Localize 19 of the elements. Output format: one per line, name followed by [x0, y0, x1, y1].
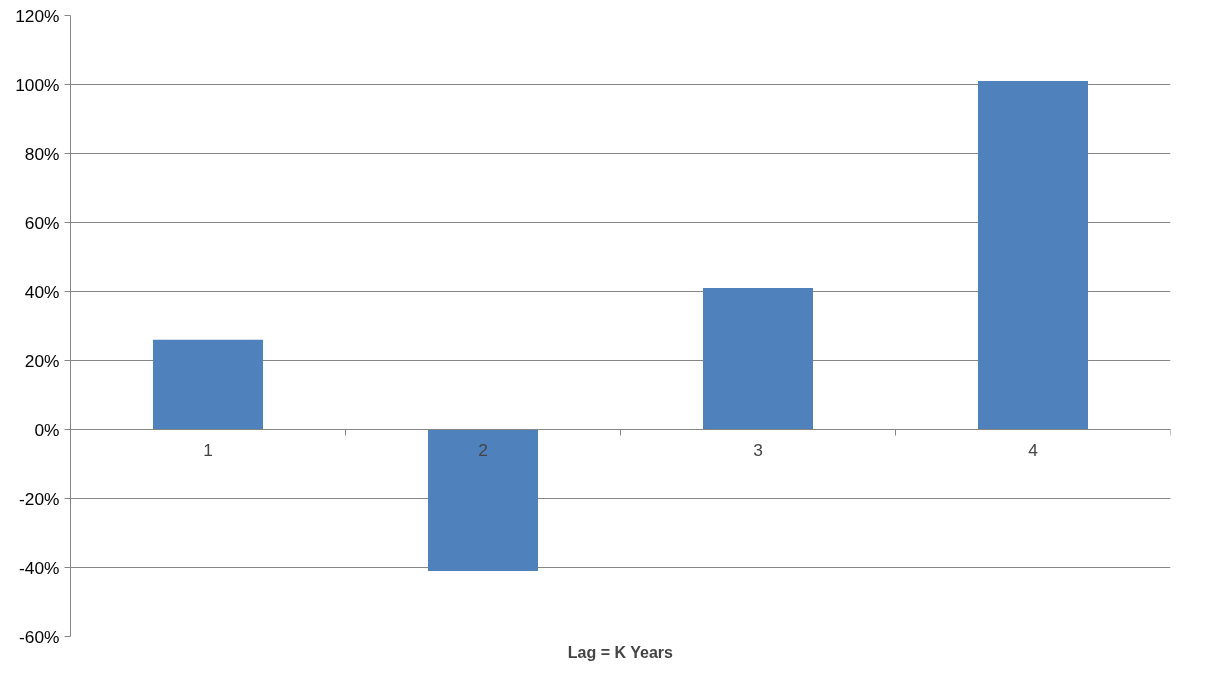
bar [428, 429, 538, 571]
y-tick-label: -40% [19, 557, 60, 578]
y-tick-label: 80% [24, 143, 60, 164]
y-tick-label: 120% [15, 5, 60, 26]
y-tick-label: 100% [15, 74, 60, 95]
x-axis-title: Lag = K Years [567, 643, 674, 661]
x-tick-label: 2 [478, 439, 488, 460]
x-tick-label: 3 [753, 439, 763, 460]
y-tick-label: -20% [19, 488, 60, 509]
bar [978, 81, 1088, 430]
y-tick-label: -60% [19, 626, 60, 647]
bar [703, 288, 813, 430]
y-tick-label: 20% [24, 350, 60, 371]
y-tick-label: 60% [24, 212, 60, 233]
y-tick-label: 40% [24, 281, 60, 302]
y-tick-label: 0% [34, 419, 60, 440]
bar [153, 339, 263, 430]
x-tick-label: 4 [1028, 439, 1039, 460]
x-tick-label: 1 [203, 439, 213, 460]
